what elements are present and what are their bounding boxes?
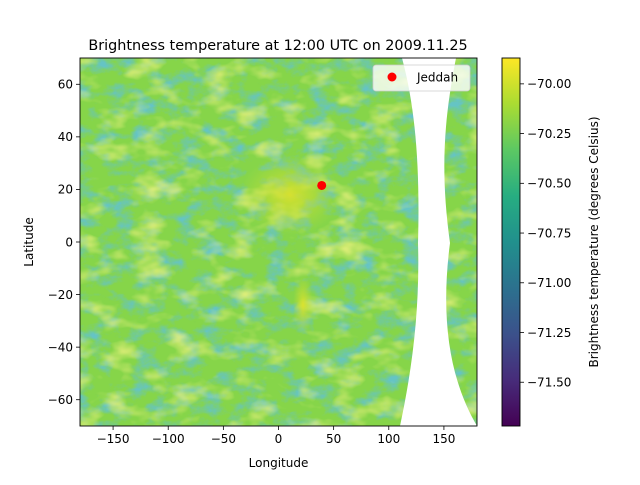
colorbar-tick-label-5: −71.25 <box>527 326 571 340</box>
colorbar-ticks: −70.00 −70.25 −70.50 −70.75 −71.00 −71.25 −71.… <box>520 77 571 390</box>
colorbar-label: Brightness temperature (degrees Celsius) <box>587 117 601 368</box>
colorbar-tick-label-3: −70.75 <box>527 226 571 240</box>
chart-title: Brightness temperature at 12:00 UTC on 2… <box>88 38 467 54</box>
x-tick-label-1: −100 <box>152 432 185 446</box>
x-tick-label-2: −50 <box>211 432 236 446</box>
y-axis-label: Latitude <box>22 217 36 266</box>
legend-box <box>372 64 471 92</box>
legend-label-jeddah: Jeddah <box>416 71 458 85</box>
x-axis-label: Longitude <box>249 456 309 470</box>
y-tick-label-4: −20 <box>48 288 73 302</box>
x-axis-ticks: −150 −100 −50 0 50 100 150 <box>97 426 455 446</box>
y-tick-label-2: 20 <box>58 183 73 197</box>
x-tick-label-0: −150 <box>97 432 130 446</box>
y-tick-label-6: −60 <box>48 393 73 407</box>
colorbar-tick-label-4: −71.00 <box>527 276 571 290</box>
y-axis-ticks: 60 40 20 0 −20 −40 −60 <box>48 78 80 407</box>
point-markers <box>317 180 327 190</box>
heatmap-warm-region-north-africa <box>240 155 340 235</box>
colorbar-tick-label-0: −70.00 <box>527 77 571 91</box>
colorbar-tick-label-6: −71.50 <box>527 376 571 390</box>
heatmap-light-texture <box>80 58 477 426</box>
colorbar-tick-label-1: −70.25 <box>527 127 571 141</box>
x-tick-label-6: 150 <box>432 432 455 446</box>
x-tick-label-4: 50 <box>326 432 341 446</box>
y-tick-label-1: 40 <box>58 130 73 144</box>
colorbar <box>502 58 520 426</box>
heatmap-warm-region-south-africa <box>293 275 313 335</box>
colorbar-frame <box>501 57 521 427</box>
point-marker-jeddah <box>317 180 327 190</box>
x-tick-label-5: 100 <box>377 432 400 446</box>
legend-marker-jeddah <box>387 72 397 82</box>
no-data-gap <box>400 58 477 426</box>
colorbar-tick-label-2: −70.50 <box>527 177 571 191</box>
y-tick-label-5: −40 <box>48 340 73 354</box>
y-tick-label-0: 60 <box>58 78 73 92</box>
legend: Jeddah <box>372 64 471 92</box>
y-tick-label-3: 0 <box>65 235 73 249</box>
x-tick-label-3: 0 <box>275 432 283 446</box>
heatmap-field <box>80 58 477 426</box>
